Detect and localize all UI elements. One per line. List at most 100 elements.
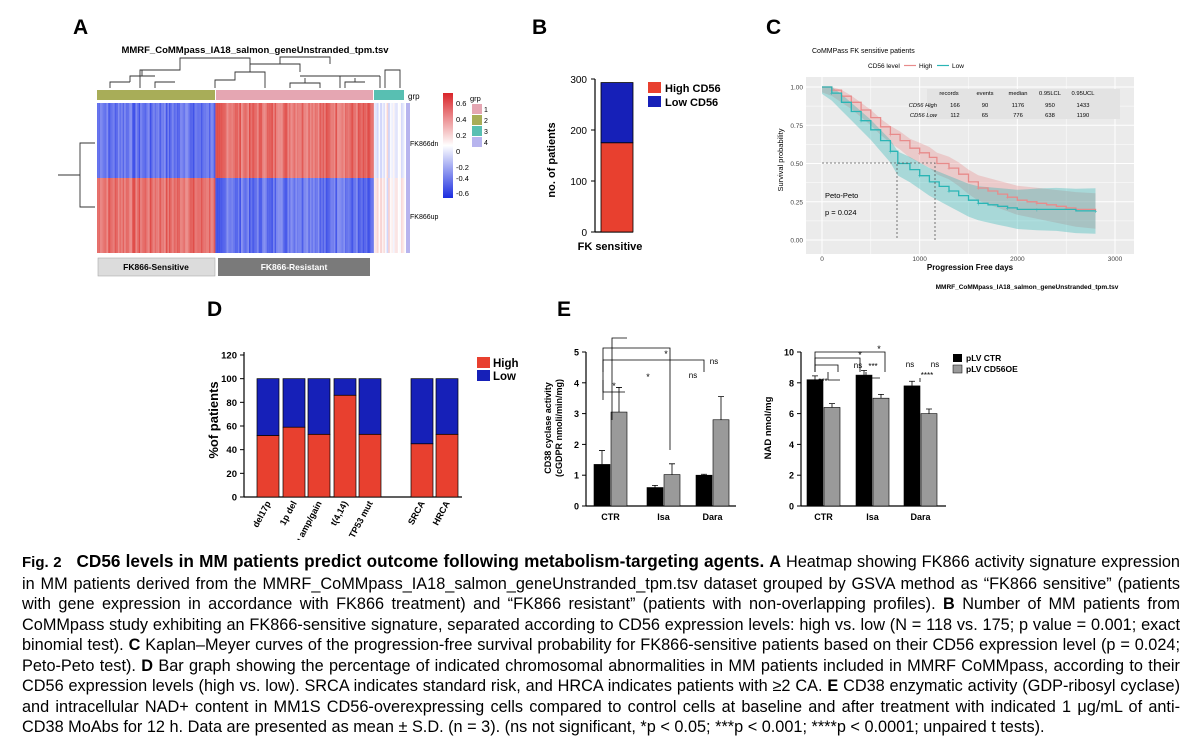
heatmap-cell [172,103,174,178]
b-y-tick-label: 0 [581,228,587,239]
grp-row-label: grp [408,92,420,101]
e-right-bar-cd56oe [823,407,841,507]
e-right-error-bar [926,408,932,414]
caption-title: CD56 levels in MM patients predict outco… [76,551,765,571]
km-table-cell: 1176 [1012,103,1024,109]
heatmap-cell [153,178,155,253]
heatmap-cell [125,178,128,253]
heatmap-cell [162,178,165,253]
e-left-error-bar [652,484,658,488]
heatmap-cell [284,178,286,253]
e-left-x-tick-label: Isa [657,512,671,522]
heatmap-cell [319,178,322,253]
heatmap-cell [113,178,115,253]
heatmap-cell [231,178,234,253]
km-censor-mark: + [830,92,834,98]
heatmap-cell [156,103,158,178]
d-legend-low: Low [493,371,516,383]
e-right-error-bar [829,403,835,408]
heatmap-cell [173,178,176,253]
heatmap-cell [401,103,403,178]
km-table-header-cell: median [1008,91,1027,97]
heatmap-cell [325,178,328,253]
grp-legend-label: 3 [484,129,488,136]
heatmap-cell [285,178,288,253]
heatmap-cell [348,103,350,178]
heatmap-cell [241,103,243,178]
e-left-x-labels: CTR Isa Dara [601,512,723,522]
heatmap-cell [199,103,202,178]
heatmap-cell [369,178,371,253]
heatmap-cell [273,103,275,178]
heatmap-cell [129,178,131,253]
d-bar-high [282,426,306,498]
heatmap-cell [324,103,326,178]
d-x-tick-label: del17p [251,499,273,529]
heatmap-cell [388,178,390,253]
heatmap-cell [233,103,235,178]
d-bar-high [256,435,280,498]
km-table-row: CD56 High 166 90 1176 950 1433 [909,103,1090,109]
heatmap-cell [394,178,397,253]
heatmap-cell [381,178,384,253]
d-bar-high [307,433,331,498]
heatmap-cell [321,178,323,253]
heatmap-cell [289,103,291,178]
heatmap-cell [269,178,272,253]
heatmap-cell [380,103,382,178]
heatmap-cell [218,103,221,178]
heatmap-cell [293,103,296,178]
heatmap-cell [367,178,370,253]
heatmap-cell [167,103,170,178]
d-x-tick-label: HRCA [431,499,452,527]
heatmap-cell [311,103,314,178]
heatmap-cell [151,178,154,253]
heatmap-cell [122,178,125,253]
caption-d-text: Bar graph showing the percentage of indi… [22,656,1180,696]
d-y-tick-label: 80 [226,398,237,409]
km-x-tick-label: 1000 [912,256,927,263]
heatmap-cell [124,178,126,253]
caption-d-label: D [141,656,154,675]
km-y-tick-label: 0.50 [790,161,803,168]
heatmap-cell [287,178,290,253]
heatmap-cell [225,178,227,253]
b-x-label: FK sensitive [578,241,643,253]
heatmap-cell [202,103,205,178]
scale-tick: 0 [456,147,460,156]
heatmap-cell [137,103,139,178]
heatmap-cell [258,178,261,253]
heatmap-cell [181,103,184,178]
heatmap-cell [397,178,400,253]
heatmap-cell [119,178,122,253]
heatmap-cell [146,178,149,253]
heatmap-cell [201,103,203,178]
heatmap-cell [282,178,285,253]
heatmap-cell [317,178,320,253]
grp-legend-label: 2 [484,118,488,125]
km-table-header-cell: events [976,91,993,97]
e-right-error-bar [861,370,867,376]
heatmap-cell [209,103,211,178]
km-censor-mark: + [1094,209,1098,215]
heatmap-cell [245,178,248,253]
b-bars [600,82,634,233]
heatmap-cell [105,178,107,253]
c-y-label: Survival probability [776,128,785,191]
heatmap-cell [381,103,384,178]
km-censor-mark: + [947,190,951,196]
heatmap-cell [361,178,363,253]
heatmap-cell [183,103,186,178]
e-right-bar-ctr [903,385,921,507]
heatmap-cell [101,103,104,178]
heatmap-cell [322,103,325,178]
heatmap-cell [225,103,227,178]
heatmap-cell [311,178,314,253]
heatmap-cell [177,178,179,253]
km-table-header-cell: records [939,91,958,97]
heatmap-cell [229,178,232,253]
heatmap-cell [186,103,189,178]
panel-d-letter: D [207,298,222,321]
e-right-x-labels: CTR Isa Dara [814,512,931,522]
heatmap-cell [137,178,139,253]
